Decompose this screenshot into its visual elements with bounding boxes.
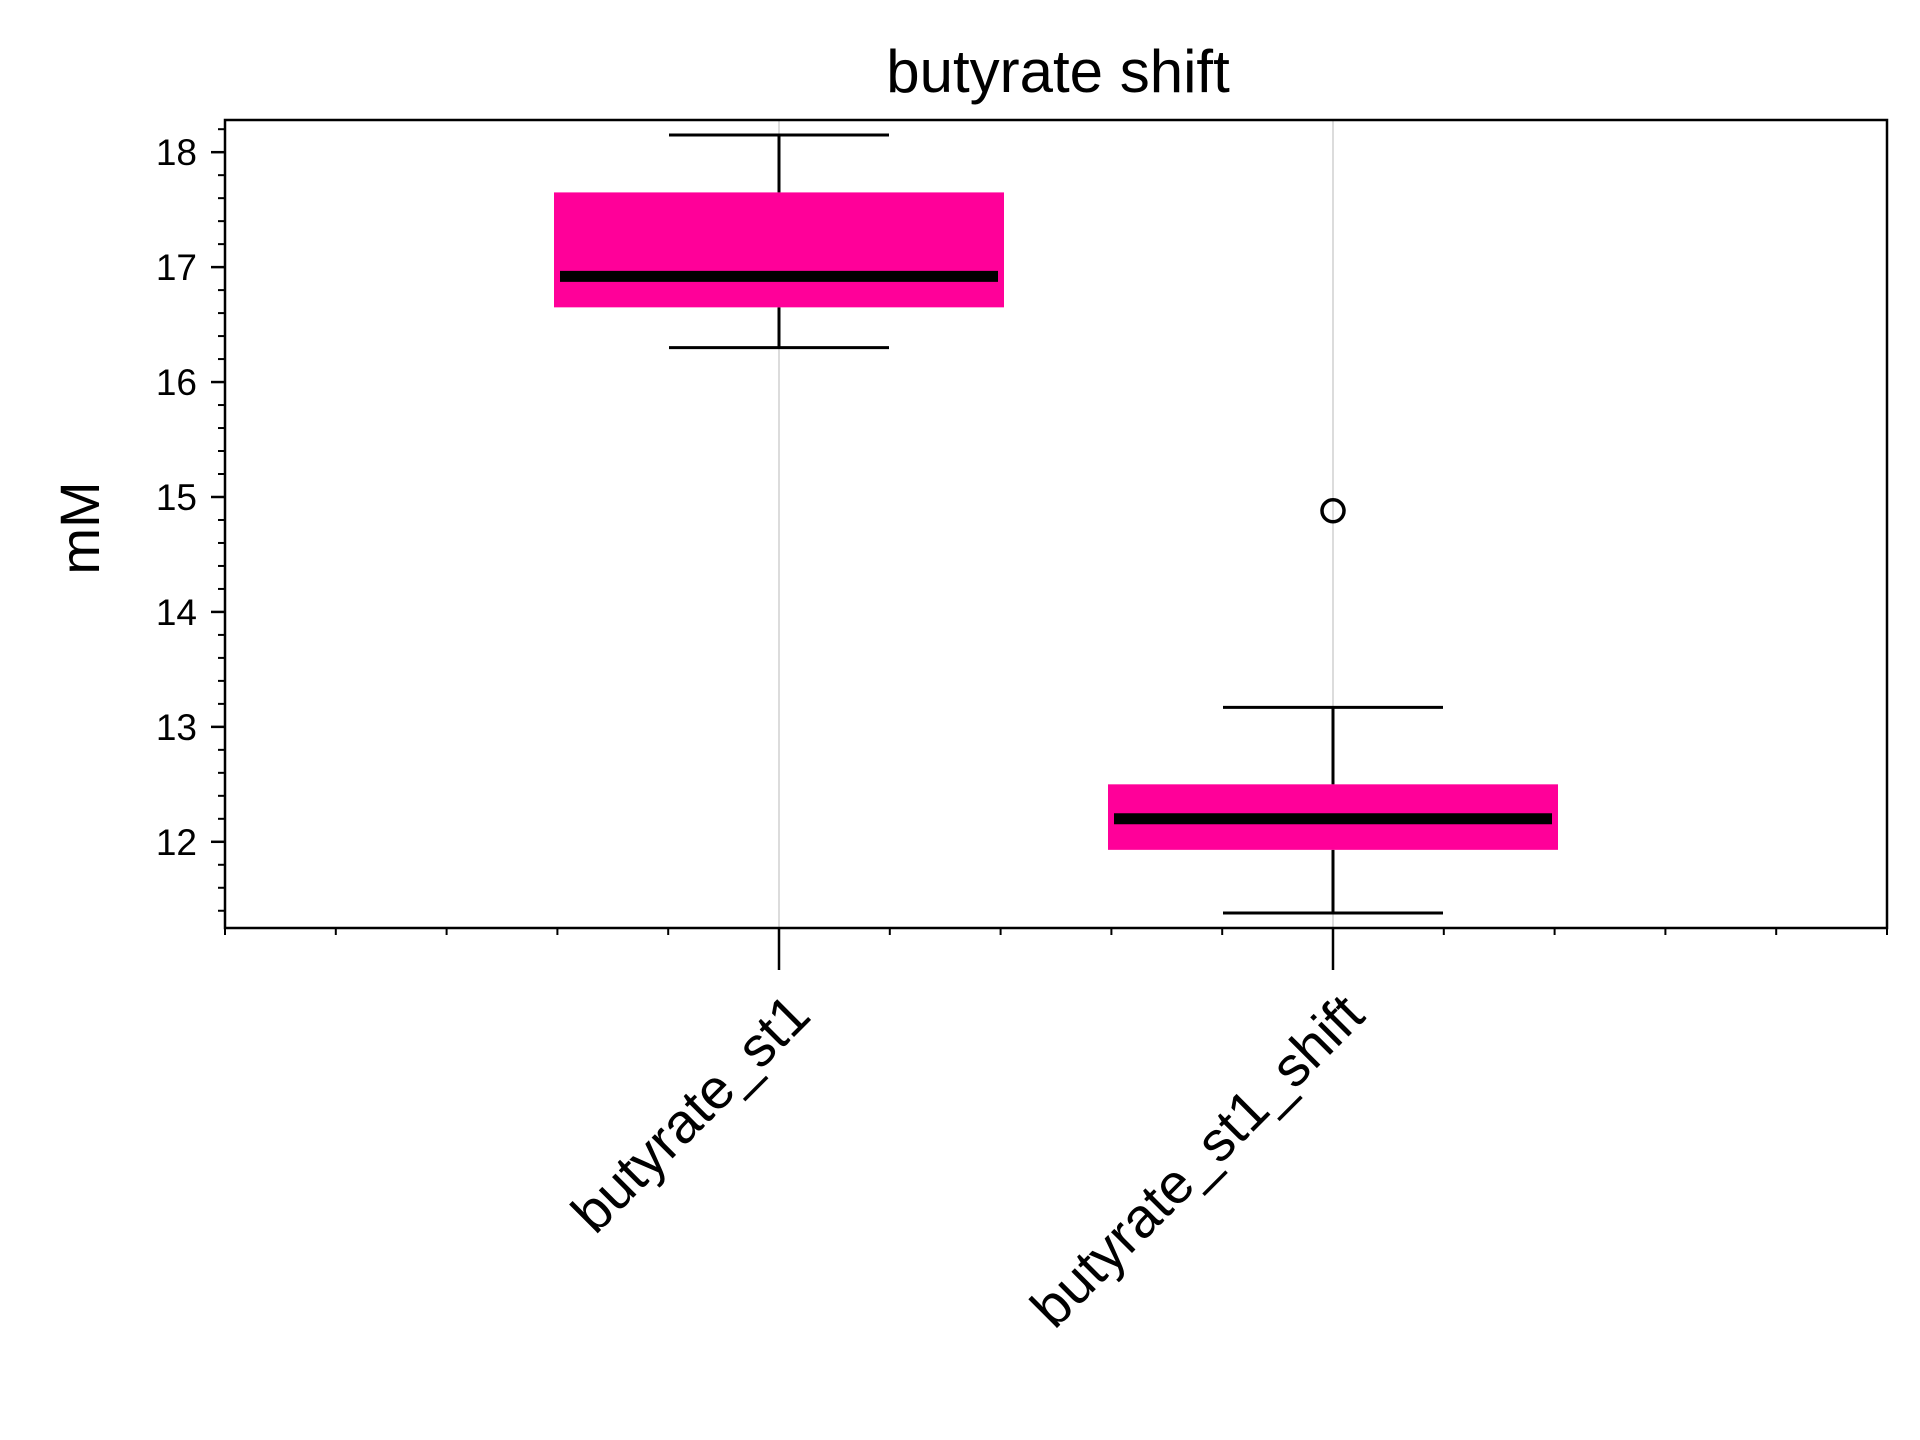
outlier-point <box>1320 498 1346 524</box>
y-tick-label: 15 <box>156 477 197 518</box>
y-tick-label: 17 <box>156 247 197 288</box>
axis-layer <box>211 118 1889 970</box>
y-tick-label: 18 <box>156 132 197 173</box>
y-axis-label: mM <box>48 481 111 574</box>
chart-title: butyrate shift <box>886 38 1230 105</box>
box-layer <box>554 133 1558 915</box>
y-tick-label: 12 <box>156 822 197 863</box>
y-tick-label: 16 <box>156 362 197 403</box>
box-iqr <box>554 192 1004 308</box>
plot-frame <box>223 118 1889 930</box>
y-tick-label: 14 <box>156 592 197 633</box>
box-group <box>554 133 1004 350</box>
y-tick-label: 13 <box>156 707 197 748</box>
box-group <box>1108 498 1558 915</box>
